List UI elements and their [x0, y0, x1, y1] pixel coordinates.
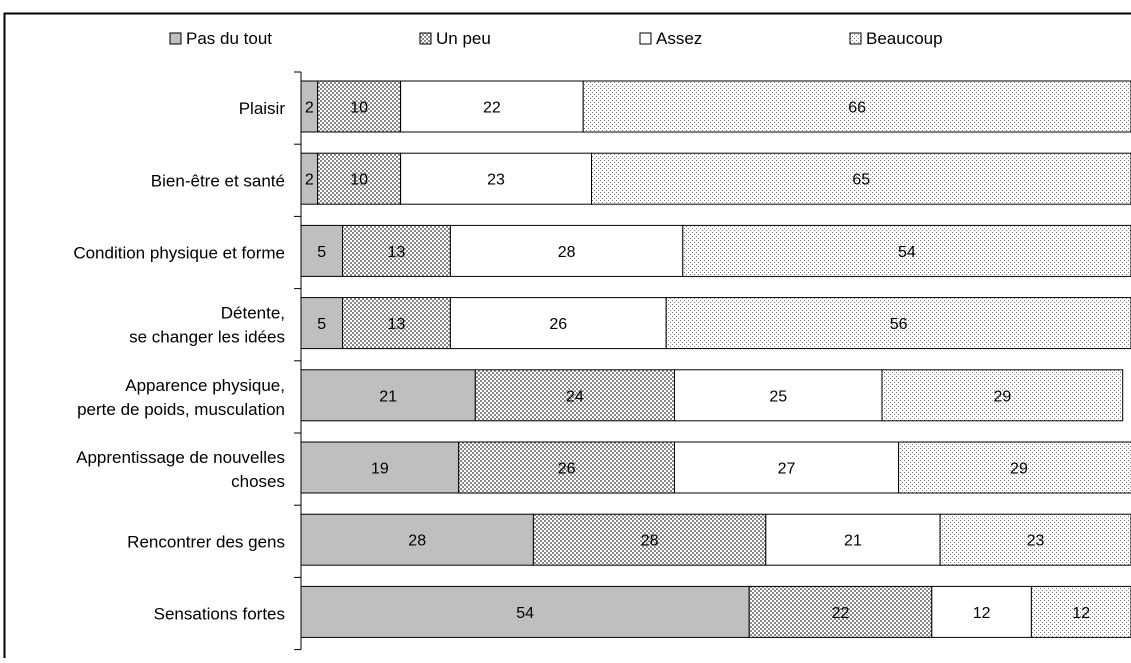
data-label: 10: [350, 172, 368, 189]
category-label-line: choses: [231, 472, 285, 491]
data-label: 24: [566, 388, 584, 405]
category-label-line: perte de poids, musculation: [77, 400, 285, 419]
legend-label-un-peu: Un peu: [436, 29, 491, 48]
data-label: 13: [388, 316, 406, 333]
data-label: 12: [973, 605, 991, 622]
category-label-line: Sensations fortes: [154, 605, 285, 624]
data-label: 27: [778, 461, 796, 478]
data-label: 13: [388, 244, 406, 261]
data-label: 66: [848, 100, 866, 117]
data-label: 29: [1010, 461, 1028, 478]
data-label: 28: [558, 244, 576, 261]
category-label-line: Plaisir: [239, 99, 286, 118]
data-label: 26: [558, 461, 576, 478]
data-label: 2: [305, 100, 314, 117]
data-label: 28: [641, 533, 659, 550]
category-label-line: Apprentissage de nouvelles: [76, 448, 285, 467]
data-label: 56: [890, 316, 908, 333]
data-label: 19: [371, 461, 389, 478]
data-label: 21: [844, 533, 862, 550]
data-label: 12: [1072, 605, 1090, 622]
data-label: 23: [1027, 533, 1045, 550]
category-label: Plaisir: [239, 99, 286, 118]
data-label: 25: [769, 388, 787, 405]
category-label: Bien-être et santé: [151, 171, 285, 190]
data-label: 5: [317, 244, 326, 261]
category-label-line: Apparence physique,: [125, 376, 285, 395]
category-label-line: Bien-être et santé: [151, 171, 285, 190]
category-label: Rencontrer des gens: [127, 532, 285, 551]
data-label: 26: [549, 316, 567, 333]
data-label: 10: [350, 100, 368, 117]
data-label: 65: [852, 172, 870, 189]
legend-swatch-beaucoup: [850, 33, 861, 44]
legend-label-beaucoup: Beaucoup: [866, 29, 943, 48]
data-label: 28: [408, 533, 426, 550]
data-label: 22: [832, 605, 850, 622]
data-label: 5: [317, 316, 326, 333]
category-label: Sensations fortes: [154, 605, 285, 624]
legend-swatch-un-peu: [420, 33, 431, 44]
data-label: 54: [516, 605, 534, 622]
category-label-line: Rencontrer des gens: [127, 532, 285, 551]
category-label-line: se changer les idées: [129, 328, 285, 347]
data-label: 29: [993, 388, 1011, 405]
data-label: 2: [305, 172, 314, 189]
legend-swatch-pas-du-tout: [170, 33, 181, 44]
legend-label-assez: Assez: [656, 29, 702, 48]
legend-label-pas-du-tout: Pas du tout: [186, 29, 272, 48]
category-label-line: Condition physique et forme: [73, 244, 285, 263]
data-label: 21: [379, 388, 397, 405]
category-label-line: Détente,: [221, 304, 285, 323]
category-label: Condition physique et forme: [73, 244, 285, 263]
data-label: 54: [898, 244, 916, 261]
data-label: 22: [483, 100, 501, 117]
legend-swatch-assez: [640, 33, 651, 44]
data-label: 23: [487, 172, 505, 189]
